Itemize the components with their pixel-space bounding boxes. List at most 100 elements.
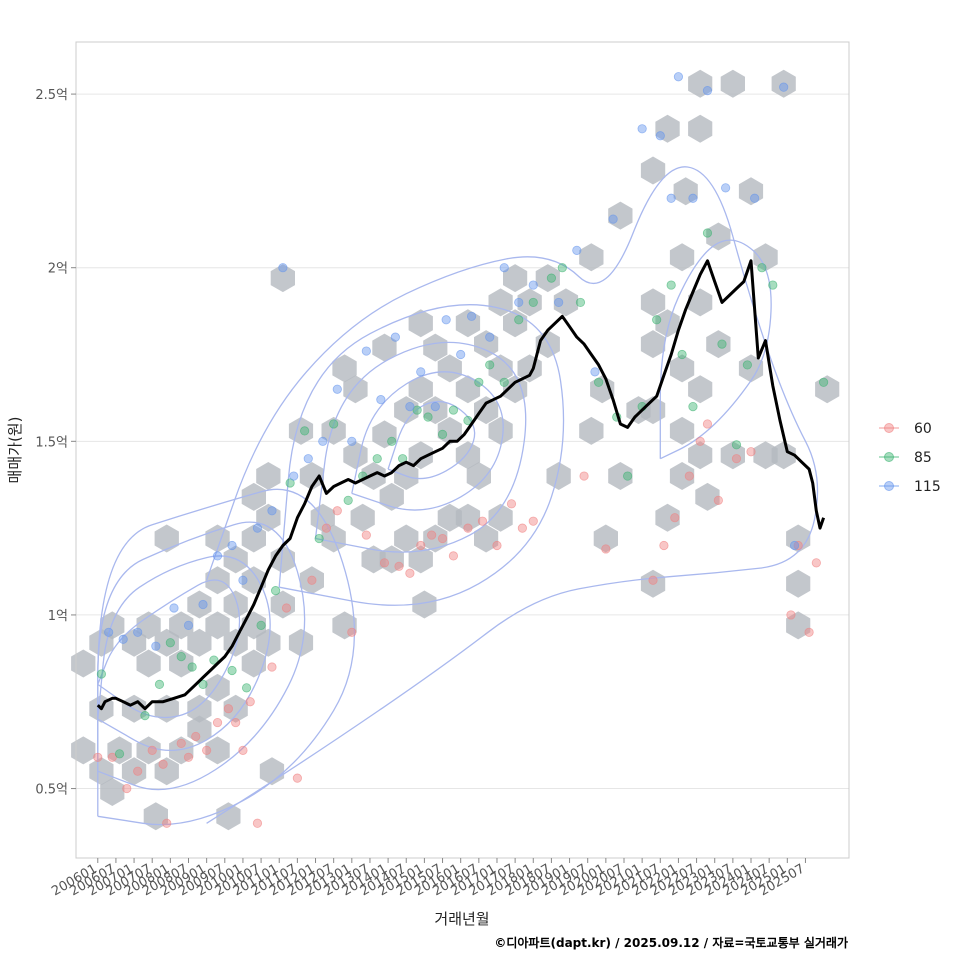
scatter-point-85	[757, 263, 767, 273]
density-contour-layer	[97, 166, 819, 826]
scatter-point-85	[818, 377, 829, 387]
y-axis: 0.5억 1억 1.5억 2억 2.5억	[35, 88, 76, 798]
hexbin	[136, 736, 161, 765]
hexbin	[205, 673, 230, 702]
scatter-point-85	[768, 280, 778, 290]
scatter-point-60	[528, 516, 538, 526]
hexbin	[169, 736, 194, 765]
scatter-point-115	[267, 506, 277, 516]
hexbin	[412, 590, 437, 619]
scatter-point-60	[307, 575, 317, 585]
scatter-point-60	[252, 818, 263, 828]
scatter-point-115	[456, 349, 466, 360]
scatter-point-60	[713, 495, 723, 505]
scatter-point-85	[412, 405, 422, 415]
scatter-point-85	[300, 426, 310, 436]
scatter-point-85	[575, 297, 586, 308]
scatter-point-115	[318, 436, 328, 446]
scatter-point-85	[387, 436, 397, 446]
scatter-point-115	[212, 551, 223, 561]
hexbin	[669, 416, 695, 445]
hexbin	[474, 396, 499, 425]
hexbin	[688, 69, 713, 98]
hexbin	[474, 330, 499, 359]
scatter-point-115	[303, 454, 313, 464]
scatter-point-60	[746, 447, 756, 457]
scatter-point-115	[688, 193, 698, 203]
scatter-point-85	[165, 638, 175, 648]
hexbin	[517, 288, 542, 317]
y-tick-label: 2억	[48, 262, 68, 277]
hexbin	[640, 569, 666, 598]
hexbin	[608, 201, 633, 230]
scatter-point-85	[329, 419, 339, 429]
hexbin	[136, 649, 161, 678]
hexbin	[154, 524, 179, 553]
hexbin	[640, 330, 666, 359]
hexbin	[89, 757, 114, 786]
scatter-point-85	[546, 273, 557, 283]
scatter-point-115	[347, 436, 357, 446]
scatter-point-115	[572, 245, 582, 255]
y-tick-label: 1.5억	[35, 435, 68, 450]
hexbin	[154, 628, 179, 657]
scatter-point-85	[372, 454, 382, 464]
y-tick-label: 1억	[48, 609, 68, 624]
scatter-point-60	[695, 436, 705, 446]
scatter-point-60	[292, 773, 302, 783]
scatter-point-115	[673, 72, 684, 82]
scatter-point-85	[463, 415, 473, 426]
plot-border	[75, 41, 850, 859]
scatter-point-115	[252, 523, 263, 533]
hexbin	[408, 309, 433, 338]
hexbin	[669, 354, 695, 383]
hexbin	[100, 778, 125, 806]
scatter-point-115	[405, 401, 415, 412]
scatter-point-60	[361, 530, 371, 540]
hexbin	[372, 333, 397, 362]
scatter-point-115	[637, 124, 647, 134]
hexbin	[241, 482, 266, 511]
legend-label-60: 60	[914, 421, 932, 437]
scatter-point-60	[176, 738, 186, 749]
hexbin	[640, 156, 666, 185]
scatter-point-60	[416, 540, 426, 551]
hexbin	[394, 524, 419, 553]
scatter-point-60	[183, 752, 194, 762]
scatter-point-60	[427, 530, 437, 540]
scatter-point-85	[677, 349, 687, 360]
hexbin	[437, 416, 462, 445]
y-tick-label: 0.5억	[35, 783, 68, 798]
hexbin	[669, 462, 695, 490]
density-contour	[278, 304, 565, 606]
hexbin	[121, 757, 147, 786]
scatter-point-60	[659, 540, 669, 551]
hexbin	[720, 69, 745, 98]
scatter-point-60	[601, 544, 611, 554]
hexbin	[488, 354, 513, 383]
scatter-point-85	[702, 228, 713, 238]
hexbin	[579, 416, 604, 445]
hexbin	[408, 375, 433, 404]
scatter-point-60	[162, 818, 172, 828]
scatter-point-85	[731, 440, 742, 450]
scatter-point-60	[394, 561, 404, 571]
scatter-point-85	[557, 263, 567, 273]
scatter-point-85	[485, 360, 495, 370]
scatter-point-60	[321, 523, 332, 533]
scatter-point-60	[133, 766, 143, 776]
hexbin	[640, 396, 666, 425]
hexbin	[771, 441, 796, 470]
scatter-point-85	[717, 339, 727, 349]
density-contour	[351, 371, 504, 511]
scatter-point-60	[212, 717, 223, 728]
scatter-point-115	[441, 315, 451, 325]
hexbin-layer	[71, 69, 840, 831]
scatter-point-60	[231, 717, 241, 728]
hexbin	[771, 69, 796, 98]
scatter-point-60	[332, 506, 342, 516]
scatter-point-60	[202, 745, 212, 755]
hexbin	[169, 649, 194, 678]
scatter-point-85	[140, 711, 150, 721]
scatter-point-60	[684, 471, 694, 481]
